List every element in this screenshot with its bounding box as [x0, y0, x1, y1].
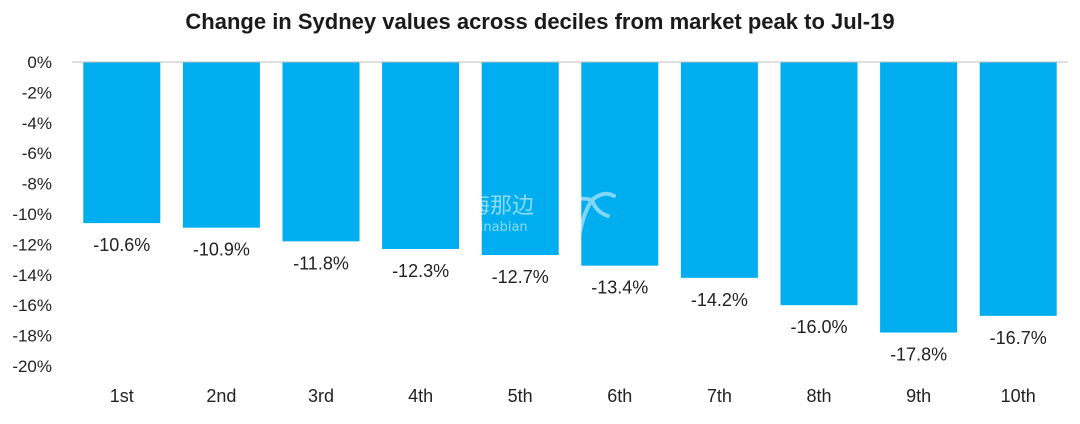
bar: [182, 62, 260, 228]
x-tick-label: 1st: [110, 386, 134, 406]
bars: [83, 62, 1057, 333]
x-tick-label: 10th: [1001, 386, 1036, 406]
chart-title: Change in Sydney values across deciles f…: [185, 9, 894, 34]
bar: [979, 62, 1057, 316]
x-tick-label: 8th: [806, 386, 831, 406]
x-tick-label: 2nd: [206, 386, 236, 406]
bar: [680, 62, 758, 278]
bar: [880, 62, 958, 333]
y-tick-label: -10%: [12, 205, 52, 224]
bar: [83, 62, 161, 224]
bar: [282, 62, 360, 242]
y-tick-label: -18%: [12, 327, 52, 346]
data-label: -16.7%: [990, 328, 1047, 348]
watermark-logo: 海那边 Hinabian: [468, 191, 616, 235]
bar: [780, 62, 858, 306]
palm-tree-icon: [566, 191, 616, 234]
x-tick-label: 6th: [607, 386, 632, 406]
x-tick-label: 9th: [906, 386, 931, 406]
bar: [481, 62, 559, 256]
y-tick-label: 0%: [27, 53, 52, 72]
y-tick-label: -12%: [12, 235, 52, 254]
data-label: -10.9%: [193, 240, 250, 260]
watermark-cn-text: 海那边: [468, 194, 534, 219]
y-tick-label: -14%: [12, 266, 52, 285]
y-tick-label: -6%: [22, 144, 52, 163]
x-tick-label: 3rd: [308, 386, 334, 406]
data-labels: -10.6% -10.9% -11.8% -12.3% -12.7% -13.4% -14.…: [93, 235, 1046, 364]
x-tick-label: 7th: [707, 386, 732, 406]
data-label: -12.7%: [492, 267, 549, 287]
data-label: -13.4%: [591, 278, 648, 298]
y-tick-label: -20%: [12, 357, 52, 376]
y-axis-ticks: 0% -2% -4% -6% -8% -10% -12% -14% -16% -18% -20%: [12, 53, 52, 376]
data-label: -10.6%: [93, 235, 150, 255]
bar: [581, 62, 659, 266]
x-tick-label: 4th: [408, 386, 433, 406]
y-tick-label: -2%: [22, 83, 52, 102]
data-label: -14.2%: [691, 290, 748, 310]
bar: [382, 62, 460, 249]
y-tick-label: -4%: [22, 114, 52, 133]
data-label: -17.8%: [890, 345, 947, 365]
x-axis-ticks: 1st 2nd 3rd 4th 5th 6th 7th 8th 9th 10th: [110, 386, 1036, 406]
data-label: -11.8%: [293, 253, 349, 273]
y-tick-label: -16%: [12, 296, 52, 315]
watermark-en-text: Hinabian: [470, 220, 528, 235]
data-label: -16.0%: [790, 317, 847, 337]
data-label: -12.3%: [392, 261, 449, 281]
y-tick-label: -8%: [22, 175, 52, 194]
x-tick-label: 5th: [508, 386, 533, 406]
